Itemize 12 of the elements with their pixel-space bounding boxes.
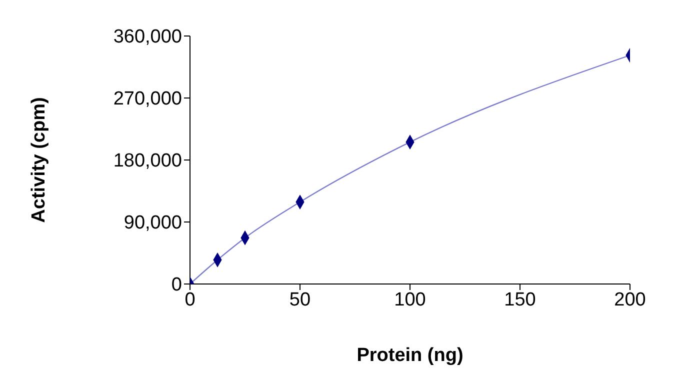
y-tick-label: 360,000 xyxy=(113,26,182,48)
y-tick-label: 180,000 xyxy=(113,150,182,172)
x-axis-title: Protein (ng) xyxy=(356,345,464,366)
y-axis-title: Activity (cpm) xyxy=(28,97,50,223)
y-tick-label: 90,000 xyxy=(124,212,182,234)
x-tick-label: 200 xyxy=(614,289,646,310)
x-tick-label: 100 xyxy=(394,289,426,310)
x-tick-label: 150 xyxy=(504,289,536,310)
y-tick-label: 270,000 xyxy=(113,88,182,110)
y-tick-label: 0 xyxy=(171,274,182,296)
x-tick-label: 50 xyxy=(289,289,311,310)
x-tick-label: 0 xyxy=(184,289,196,310)
